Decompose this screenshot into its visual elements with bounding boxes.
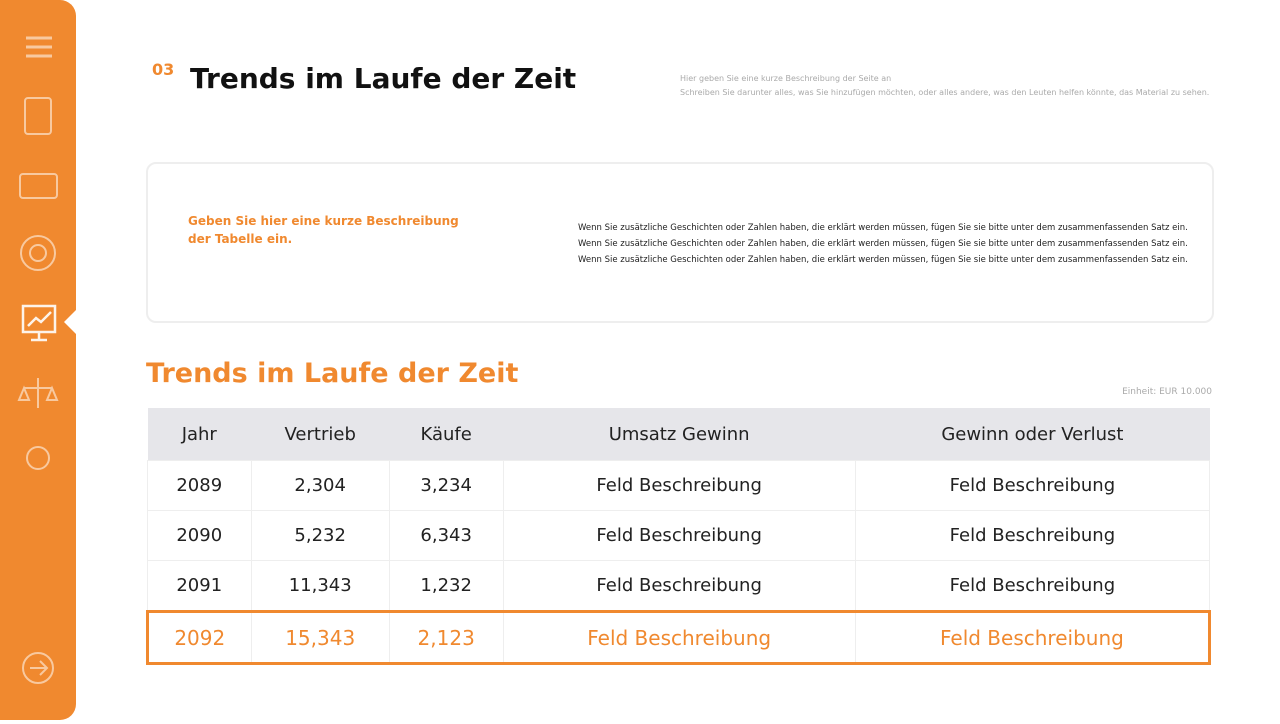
table-row: 2092 15,343 2,123 Feld Beschreibung Feld Bes… bbox=[146, 610, 1212, 665]
table-cell: 2090 bbox=[147, 510, 252, 561]
table-cell: 2092 bbox=[146, 610, 252, 665]
desc-line: Hier geben Sie eine kurze Beschreibung d… bbox=[680, 74, 892, 83]
table-cell: 5,232 bbox=[250, 510, 390, 561]
info-card: Geben Sie hier eine kurze Beschreibung d… bbox=[146, 162, 1214, 323]
table-unit: Einheit: EUR 10.000 bbox=[1122, 387, 1212, 397]
card-lines: Wenn Sie zusätzliche Geschichten oder Za… bbox=[578, 220, 1188, 268]
table-cell: 6,343 bbox=[388, 510, 504, 561]
card-line: Wenn Sie zusätzliche Geschichten oder Za… bbox=[578, 239, 1188, 249]
table-row: 2090 5,232 6,343 Feld Beschreibung Feld Besc… bbox=[147, 510, 1211, 561]
table-cell: Feld Beschreibung bbox=[854, 510, 1211, 561]
desc-line: Schreiben Sie darunter alles, was Sie hi… bbox=[680, 88, 1210, 97]
table-cell: Feld Beschreibung bbox=[854, 460, 1211, 511]
column-header: Gewinn oder Verlust bbox=[855, 408, 1210, 461]
data-table: Jahr Vertrieb Käufe Umsatz Gewinn Gewinn ode… bbox=[146, 408, 1212, 665]
table-cell: 3,234 bbox=[388, 460, 504, 511]
table-cell: 11,343 bbox=[250, 560, 390, 612]
table-cell: 2,123 bbox=[388, 610, 504, 665]
table-title: Trends im Laufe der Zeit bbox=[146, 358, 519, 389]
table-cell: Feld Beschreibung bbox=[502, 560, 856, 612]
table-cell: 1,232 bbox=[388, 560, 504, 612]
table-cell: Feld Beschreibung bbox=[502, 610, 856, 665]
table-row: 2089 2,304 3,234 Feld Beschreibung Feld Besc… bbox=[147, 460, 1211, 511]
table-cell: 15,343 bbox=[250, 610, 390, 665]
table-cell: 2091 bbox=[147, 560, 252, 612]
column-header: Umsatz Gewinn bbox=[503, 408, 856, 461]
table-cell: Feld Beschreibung bbox=[854, 610, 1212, 665]
table-cell: Feld Beschreibung bbox=[854, 560, 1211, 612]
column-header: Käufe bbox=[389, 408, 503, 461]
page-title: Trends im Laufe der Zeit bbox=[190, 62, 577, 95]
section-number: 03 bbox=[152, 60, 175, 79]
page-description: Hier geben Sie eine kurze Beschreibung d… bbox=[680, 72, 1209, 100]
table-cell: Feld Beschreibung bbox=[502, 510, 856, 561]
table-row: 2091 11,343 1,232 Feld Beschreibung Feld Bes… bbox=[147, 560, 1211, 612]
sidebar bbox=[0, 0, 76, 720]
active-pointer bbox=[64, 310, 76, 334]
table-cell: 2,304 bbox=[250, 460, 390, 511]
table-cell: Feld Beschreibung bbox=[502, 460, 856, 511]
sidebar-icons bbox=[17, 36, 59, 684]
card-lead: Geben Sie hier eine kurze Beschreibung d… bbox=[188, 214, 459, 246]
column-header: Jahr bbox=[147, 408, 252, 461]
card-line: Wenn Sie zusätzliche Geschichten oder Za… bbox=[578, 223, 1188, 233]
table-cell: 2089 bbox=[147, 460, 252, 511]
table-body: 2089 2,304 3,234 Feld Beschreibung Feld Besc… bbox=[146, 460, 1212, 665]
header-row: Jahr Vertrieb Käufe Umsatz Gewinn Gewinn ode… bbox=[147, 408, 1210, 461]
column-header: Vertrieb bbox=[251, 408, 390, 461]
card-line: Wenn Sie zusätzliche Geschichten oder Za… bbox=[578, 255, 1188, 265]
